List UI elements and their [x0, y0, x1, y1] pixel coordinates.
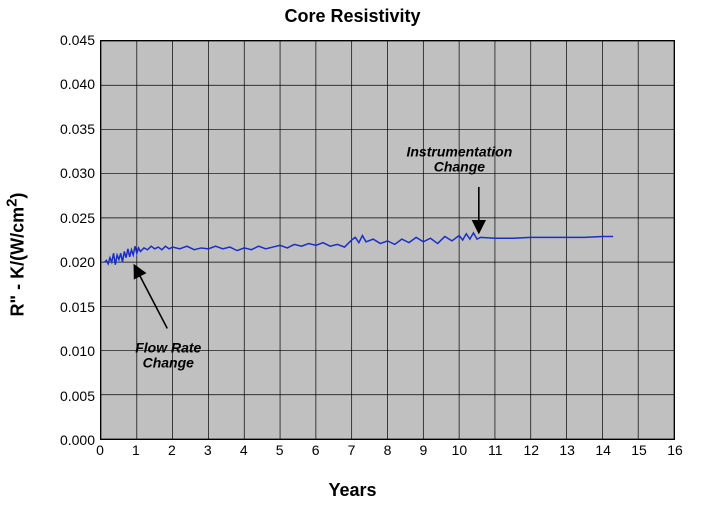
- y-axis-label-wrap: R" - K/(W/cm2): [6, 0, 26, 509]
- plot-svg: [101, 41, 674, 439]
- xtick-label: 9: [408, 442, 438, 458]
- ytick-label: 0.035: [35, 121, 95, 137]
- xtick-label: 10: [444, 442, 474, 458]
- xtick-label: 8: [373, 442, 403, 458]
- xtick-label: 11: [480, 442, 510, 458]
- xtick-label: 16: [660, 442, 690, 458]
- xtick-label: 14: [588, 442, 618, 458]
- chart-title: Core Resistivity: [0, 6, 705, 27]
- series-group: [105, 233, 614, 265]
- ytick-label: 0.045: [35, 32, 95, 48]
- annotation-arrows: [135, 187, 479, 329]
- chart-container: Core Resistivity R" - K/(W/cm2) Years 0.…: [0, 0, 705, 509]
- xtick-label: 15: [624, 442, 654, 458]
- ytick-label: 0.015: [35, 299, 95, 315]
- xtick-label: 7: [337, 442, 367, 458]
- xtick-label: 4: [229, 442, 259, 458]
- ytick-label: 0.025: [35, 210, 95, 226]
- xtick-label: 5: [265, 442, 295, 458]
- xtick-label: 3: [193, 442, 223, 458]
- ytick-label: 0.010: [35, 343, 95, 359]
- annotation-flow-rate-change: Flow RateChange: [135, 340, 201, 371]
- xtick-label: 0: [85, 442, 115, 458]
- xtick-label: 12: [516, 442, 546, 458]
- ytick-label: 0.020: [35, 254, 95, 270]
- ytick-label: 0.030: [35, 165, 95, 181]
- y-axis-label: R" - K/(W/cm2): [4, 193, 29, 317]
- annotation-arrow-flow-rate-change: [135, 267, 167, 329]
- annotation-instrumentation-change: InstrumentationChange: [406, 145, 512, 176]
- plot-area: [100, 40, 675, 440]
- xtick-label: 2: [157, 442, 187, 458]
- series-core-resistivity: [105, 233, 614, 265]
- ytick-label: 0.040: [35, 76, 95, 92]
- x-axis-label: Years: [0, 480, 705, 501]
- xtick-label: 13: [552, 442, 582, 458]
- xtick-label: 6: [301, 442, 331, 458]
- grid: [101, 41, 674, 439]
- xtick-label: 1: [121, 442, 151, 458]
- ytick-label: 0.005: [35, 388, 95, 404]
